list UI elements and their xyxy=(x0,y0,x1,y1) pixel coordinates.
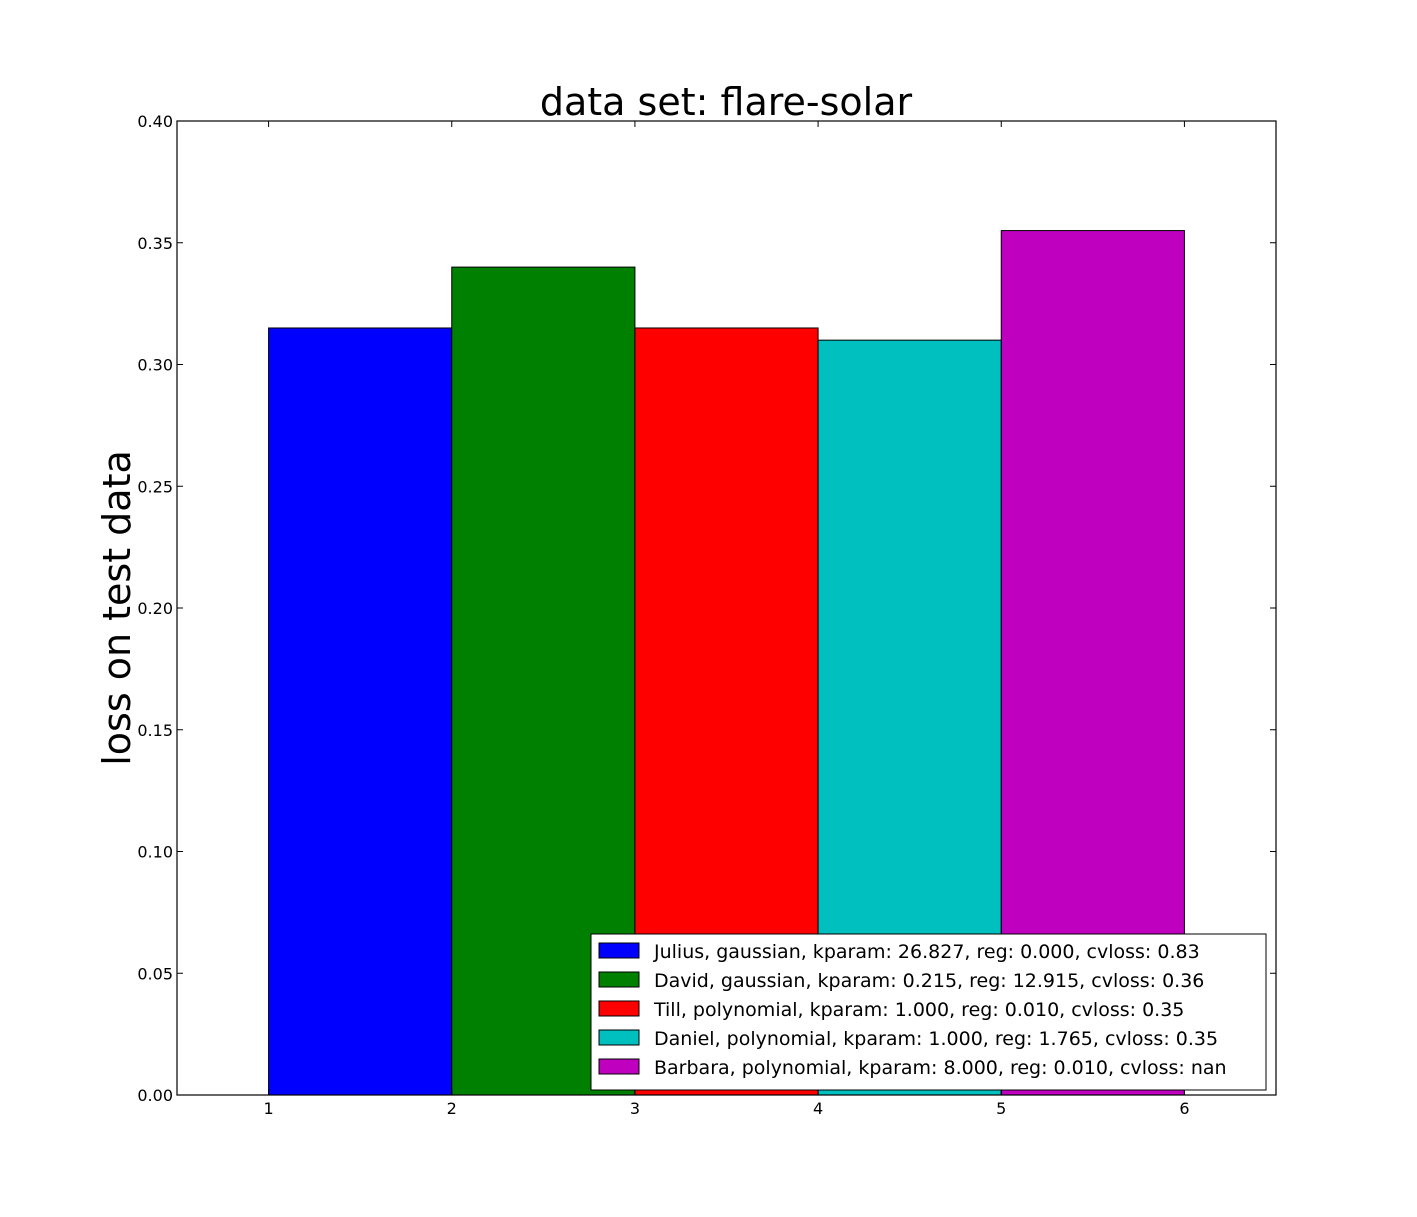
bar-1 xyxy=(268,327,453,1096)
legend-label: Daniel, polynomial, kparam: 1.000, reg: … xyxy=(654,1028,1218,1050)
y-tick-label: 0.05 xyxy=(137,964,173,983)
x-tick-label: 2 xyxy=(447,1099,457,1118)
y-tick-label: 0.10 xyxy=(137,843,173,862)
legend-label: Julius, gaussian, kparam: 26.827, reg: 0… xyxy=(653,941,1200,963)
legend-label: Barbara, polynomial, kparam: 8.000, reg:… xyxy=(654,1057,1227,1079)
legend-swatch xyxy=(598,1058,640,1075)
ticks-layer: 1 2 3 4 5 6 0.00 0.05 0.10 0.15 0.20 0.25 0.30 0.35 0.… xyxy=(137,112,1276,1118)
y-tick-label: 0.15 xyxy=(137,721,173,740)
y-tick-label: 0.00 xyxy=(137,1086,173,1105)
x-tick-label: 5 xyxy=(996,1099,1006,1118)
legend-swatch xyxy=(598,1000,640,1017)
y-axis-label: loss on test data xyxy=(95,450,139,766)
x-tick-label: 6 xyxy=(1179,1099,1189,1118)
legend-box xyxy=(590,933,1267,1091)
y-tick-label: 0.35 xyxy=(137,234,173,253)
legend-swatch xyxy=(598,1029,640,1046)
legend-label: David, gaussian, kparam: 0.215, reg: 12.… xyxy=(654,970,1204,992)
legend-swatch xyxy=(598,942,640,959)
y-tick-label: 0.40 xyxy=(137,112,173,131)
legend: Julius, gaussian, kparam: 26.827, reg: 0… xyxy=(590,933,1267,1091)
x-tick-label: 3 xyxy=(630,1099,640,1118)
legend-label: Till, polynomial, kparam: 1.000, reg: 0.… xyxy=(653,999,1184,1021)
x-tick-label: 1 xyxy=(263,1099,273,1118)
x-tick-label: 4 xyxy=(813,1099,823,1118)
chart-title: data set: flare-solar xyxy=(540,80,913,124)
legend-swatch xyxy=(598,971,640,988)
y-tick-label: 0.30 xyxy=(137,356,173,375)
y-tick-label: 0.20 xyxy=(137,599,173,618)
y-tick-label: 0.25 xyxy=(137,477,173,496)
